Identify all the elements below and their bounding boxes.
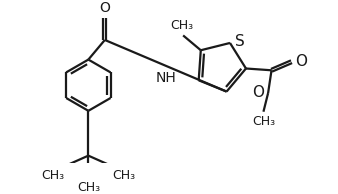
Text: O: O xyxy=(252,85,264,100)
Text: CH₃: CH₃ xyxy=(170,19,193,32)
Text: O: O xyxy=(99,1,110,15)
Text: S: S xyxy=(235,34,244,49)
Text: CH₃: CH₃ xyxy=(252,115,275,128)
Text: NH: NH xyxy=(156,70,177,85)
Text: CH₃: CH₃ xyxy=(113,169,136,182)
Text: O: O xyxy=(295,54,308,69)
Text: CH₃: CH₃ xyxy=(77,181,100,194)
Text: CH₃: CH₃ xyxy=(41,169,64,182)
